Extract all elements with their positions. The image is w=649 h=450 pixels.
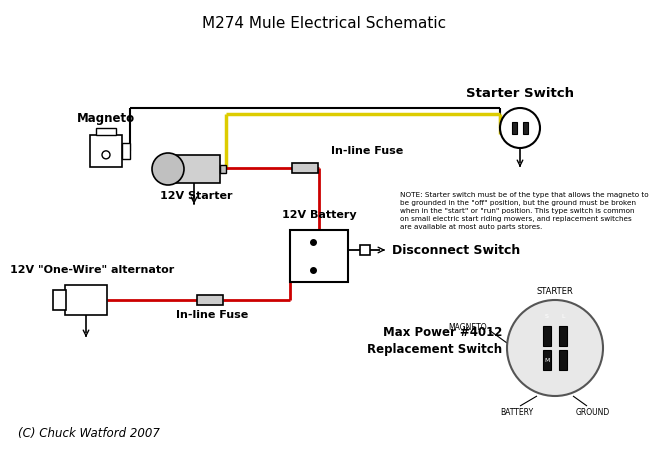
Circle shape xyxy=(152,153,184,185)
Text: NOTE: Starter switch must be of the type that allows the magneto to
be grounded : NOTE: Starter switch must be of the type… xyxy=(400,192,648,230)
Bar xyxy=(360,245,370,255)
Text: MAGNETO: MAGNETO xyxy=(448,324,487,333)
Text: STARTER: STARTER xyxy=(537,287,573,296)
Text: Replacement Switch: Replacement Switch xyxy=(367,343,502,356)
Text: M274 Mule Electrical Schematic: M274 Mule Electrical Schematic xyxy=(202,16,446,31)
Bar xyxy=(543,326,551,346)
Text: 12V "One-Wire" alternator: 12V "One-Wire" alternator xyxy=(10,265,174,275)
Text: S: S xyxy=(545,314,549,319)
Bar xyxy=(292,163,318,173)
Circle shape xyxy=(102,151,110,159)
Text: Magneto: Magneto xyxy=(77,112,135,125)
Text: Starter Switch: Starter Switch xyxy=(466,87,574,100)
Bar xyxy=(543,350,551,370)
Bar xyxy=(90,135,122,167)
Text: BATTERY: BATTERY xyxy=(500,408,533,417)
Bar xyxy=(168,155,220,183)
Bar xyxy=(96,128,116,135)
Bar xyxy=(559,326,567,346)
Bar xyxy=(197,295,223,305)
Text: Max Power #4012: Max Power #4012 xyxy=(383,327,502,339)
Text: 12V Starter: 12V Starter xyxy=(160,191,232,201)
Text: In-line Fuse: In-line Fuse xyxy=(331,146,403,156)
Bar xyxy=(523,122,528,134)
Text: Disconnect Switch: Disconnect Switch xyxy=(392,243,520,256)
Bar xyxy=(559,350,567,370)
Bar xyxy=(122,143,130,159)
Circle shape xyxy=(500,108,540,148)
Text: 12V Battery: 12V Battery xyxy=(282,210,356,220)
Text: L: L xyxy=(561,314,565,319)
Text: In-line Fuse: In-line Fuse xyxy=(176,310,248,320)
Text: GROUND: GROUND xyxy=(576,408,610,417)
Bar xyxy=(65,285,107,315)
Circle shape xyxy=(507,300,603,396)
Text: (C) Chuck Watford 2007: (C) Chuck Watford 2007 xyxy=(18,427,160,440)
Bar xyxy=(512,122,517,134)
Bar xyxy=(290,230,348,282)
Bar xyxy=(53,290,66,310)
Text: M: M xyxy=(545,357,550,363)
Bar xyxy=(220,165,226,173)
